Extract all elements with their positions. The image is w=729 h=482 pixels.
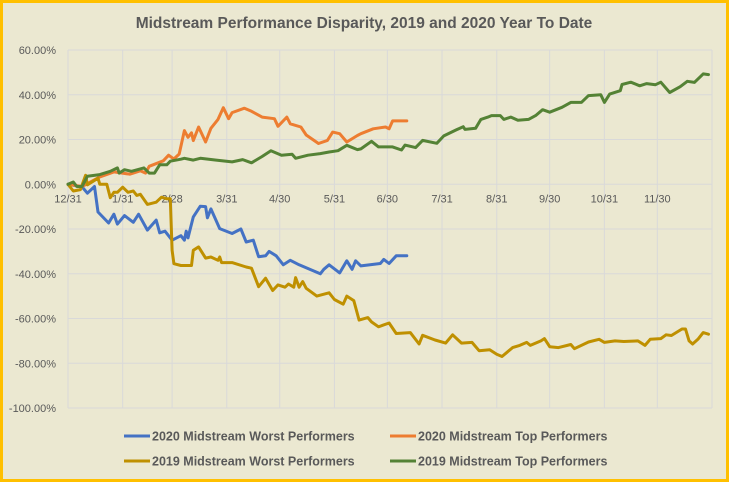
y-tick-label: 0.00% — [25, 179, 56, 191]
legend: 2020 Midstream Worst Performers 2020 Mids… — [124, 430, 607, 469]
legend-label: 2019 Midstream Worst Performers — [152, 455, 355, 469]
y-tick-label: -40.00% — [15, 269, 56, 281]
x-tick-label: 1/31 — [112, 193, 133, 205]
series-line-3 — [66, 173, 710, 358]
x-tick-label: 6/30 — [377, 193, 398, 205]
legend-item: 2019 Midstream Worst Performers — [124, 455, 355, 469]
x-tick-label: 2/28 — [161, 193, 182, 205]
legend-item: 2019 Midstream Top Performers — [390, 455, 607, 469]
x-tick-label: 4/30 — [269, 193, 290, 205]
x-tick-label: 5/31 — [324, 193, 345, 205]
y-tick-label: 20.00% — [19, 135, 57, 147]
chart-title: Midstream Performance Disparity, 2019 an… — [136, 15, 593, 32]
x-tick-label: 11/30 — [644, 193, 671, 205]
legend-item: 2020 Midstream Worst Performers — [124, 430, 355, 444]
y-tick-label: -80.00% — [15, 358, 56, 370]
x-axis-tick-labels: 12/31 1/31 2/28 3/31 4/30 5/31 6/30 7/31 8/31 9/3… — [54, 193, 670, 205]
legend-label: 2019 Midstream Top Performers — [418, 455, 607, 469]
y-axis-tick-labels: 60.00% 40.00% 20.00% 0.00% -20.00% -40.00% -60… — [9, 45, 56, 415]
x-tick-label: 8/31 — [486, 193, 507, 205]
y-tick-label: -60.00% — [15, 314, 56, 326]
y-tick-label: -100.00% — [9, 403, 56, 415]
x-tick-label: 9/30 — [539, 193, 560, 205]
series-line-2 — [66, 106, 409, 188]
series-line-1 — [66, 182, 409, 276]
gridlines — [67, 49, 713, 409]
legend-label: 2020 Midstream Worst Performers — [152, 430, 355, 444]
x-tick-label: 12/31 — [54, 193, 82, 205]
y-tick-label: -20.00% — [15, 224, 56, 236]
x-tick-label: 3/31 — [216, 193, 237, 205]
y-tick-label: 40.00% — [19, 90, 57, 102]
x-tick-label: 10/31 — [591, 193, 619, 205]
legend-label: 2020 Midstream Top Performers — [418, 430, 607, 444]
y-tick-label: 60.00% — [19, 45, 57, 57]
series-lines — [66, 72, 710, 358]
legend-item: 2020 Midstream Top Performers — [390, 430, 607, 444]
x-tick-label: 7/31 — [431, 193, 452, 205]
series-line-4 — [66, 72, 710, 188]
